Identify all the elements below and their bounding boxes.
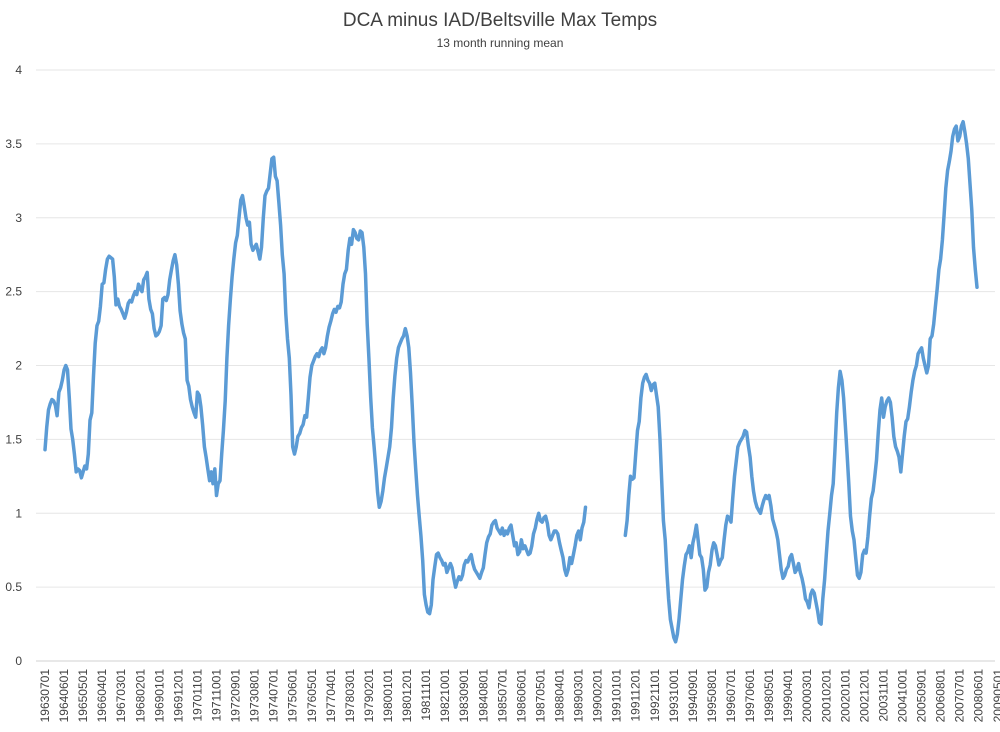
- y-tick-label: 1.5: [5, 432, 22, 446]
- x-tick-label: 19720901: [229, 669, 243, 723]
- y-tick-label: 3.5: [5, 137, 22, 151]
- series-line: [623, 119, 979, 644]
- y-tick-label: 2.5: [5, 285, 22, 299]
- y-tick-label: 0: [15, 654, 22, 668]
- x-tick-label: 19860601: [514, 669, 528, 723]
- gridlines: [36, 69, 995, 662]
- x-tick-label: 19980501: [762, 669, 776, 723]
- x-tick-label: 19760501: [305, 669, 319, 723]
- y-tick-label: 1: [15, 506, 22, 520]
- x-tick-label: 19830901: [457, 669, 471, 723]
- x-tick-label: 20031101: [876, 669, 890, 722]
- y-axis-ticks: 0 0.5 1 1.5 2 2.5 3 3.5 4: [5, 63, 22, 668]
- x-tick-label: 19940901: [686, 669, 700, 723]
- x-tick-label: 19650501: [76, 669, 90, 723]
- x-tick-label: 19900201: [591, 669, 605, 723]
- x-tick-label: 20080601: [972, 669, 986, 723]
- x-tick-label: 19950801: [705, 669, 719, 723]
- y-tick-label: 2: [15, 359, 22, 373]
- x-tick-label: 19990401: [781, 669, 795, 723]
- x-tick-label: 19811101: [419, 669, 433, 721]
- x-tick-label: 19750601: [286, 669, 300, 723]
- x-tick-label: 19850701: [495, 669, 509, 723]
- x-tick-label: 19640601: [57, 669, 71, 723]
- chart-title: DCA minus IAD/Beltsville Max Temps: [342, 10, 658, 31]
- x-tick-label: 20041001: [896, 669, 910, 723]
- x-tick-label: 19800101: [381, 669, 395, 723]
- x-tick-label: 19921101: [648, 669, 662, 722]
- x-tick-label: 19711001: [210, 669, 224, 722]
- x-tick-label: 19691201: [171, 669, 185, 723]
- x-tick-label: 19630701: [38, 669, 52, 723]
- x-tick-label: 19821001: [438, 669, 452, 723]
- x-tick-label: 19701101: [190, 669, 204, 722]
- x-tick-label: 19960701: [724, 669, 738, 723]
- x-tick-label: 19880401: [553, 669, 567, 723]
- x-tick-label: 19660401: [95, 669, 109, 723]
- series-line: [43, 155, 588, 616]
- y-tick-label: 0.5: [5, 580, 22, 594]
- y-tick-label: 3: [15, 211, 22, 225]
- x-tick-label: 19690101: [152, 669, 166, 723]
- x-tick-label: 19801201: [400, 669, 414, 723]
- y-tick-label: 4: [15, 63, 22, 77]
- chart-subtitle: 13 month running mean: [436, 36, 564, 50]
- x-tick-label: 19730801: [248, 669, 262, 723]
- x-tick-label: 19890301: [572, 669, 586, 723]
- x-tick-label: 19931001: [667, 669, 681, 723]
- x-axis-ticks: 19630701 19640601 19650501 19660401 19670301…: [38, 669, 1000, 723]
- series-layer: [43, 119, 979, 644]
- x-tick-label: 19790201: [362, 669, 376, 723]
- x-tick-label: 19911201: [629, 669, 643, 722]
- x-tick-label: 19770401: [324, 669, 338, 723]
- x-tick-label: 20020101: [838, 669, 852, 723]
- x-tick-label: 19840801: [476, 669, 490, 723]
- x-tick-label: 19740701: [267, 669, 281, 723]
- x-tick-label: 20070701: [953, 669, 967, 723]
- x-tick-label: 19780301: [343, 669, 357, 723]
- x-tick-label: 20050901: [915, 669, 929, 723]
- x-tick-label: 19680201: [133, 669, 147, 723]
- x-tick-label: 19910101: [610, 669, 624, 723]
- x-tick-label: 20021201: [857, 669, 871, 723]
- x-tick-label: 20000301: [800, 669, 814, 723]
- x-tick-label: 20060801: [934, 669, 948, 723]
- x-tick-label: 19670301: [114, 669, 128, 723]
- x-tick-label: 20090501: [991, 669, 1000, 723]
- x-tick-label: 20010201: [819, 669, 833, 723]
- x-tick-label: 19970601: [743, 669, 757, 723]
- x-tick-label: 19870501: [533, 669, 547, 723]
